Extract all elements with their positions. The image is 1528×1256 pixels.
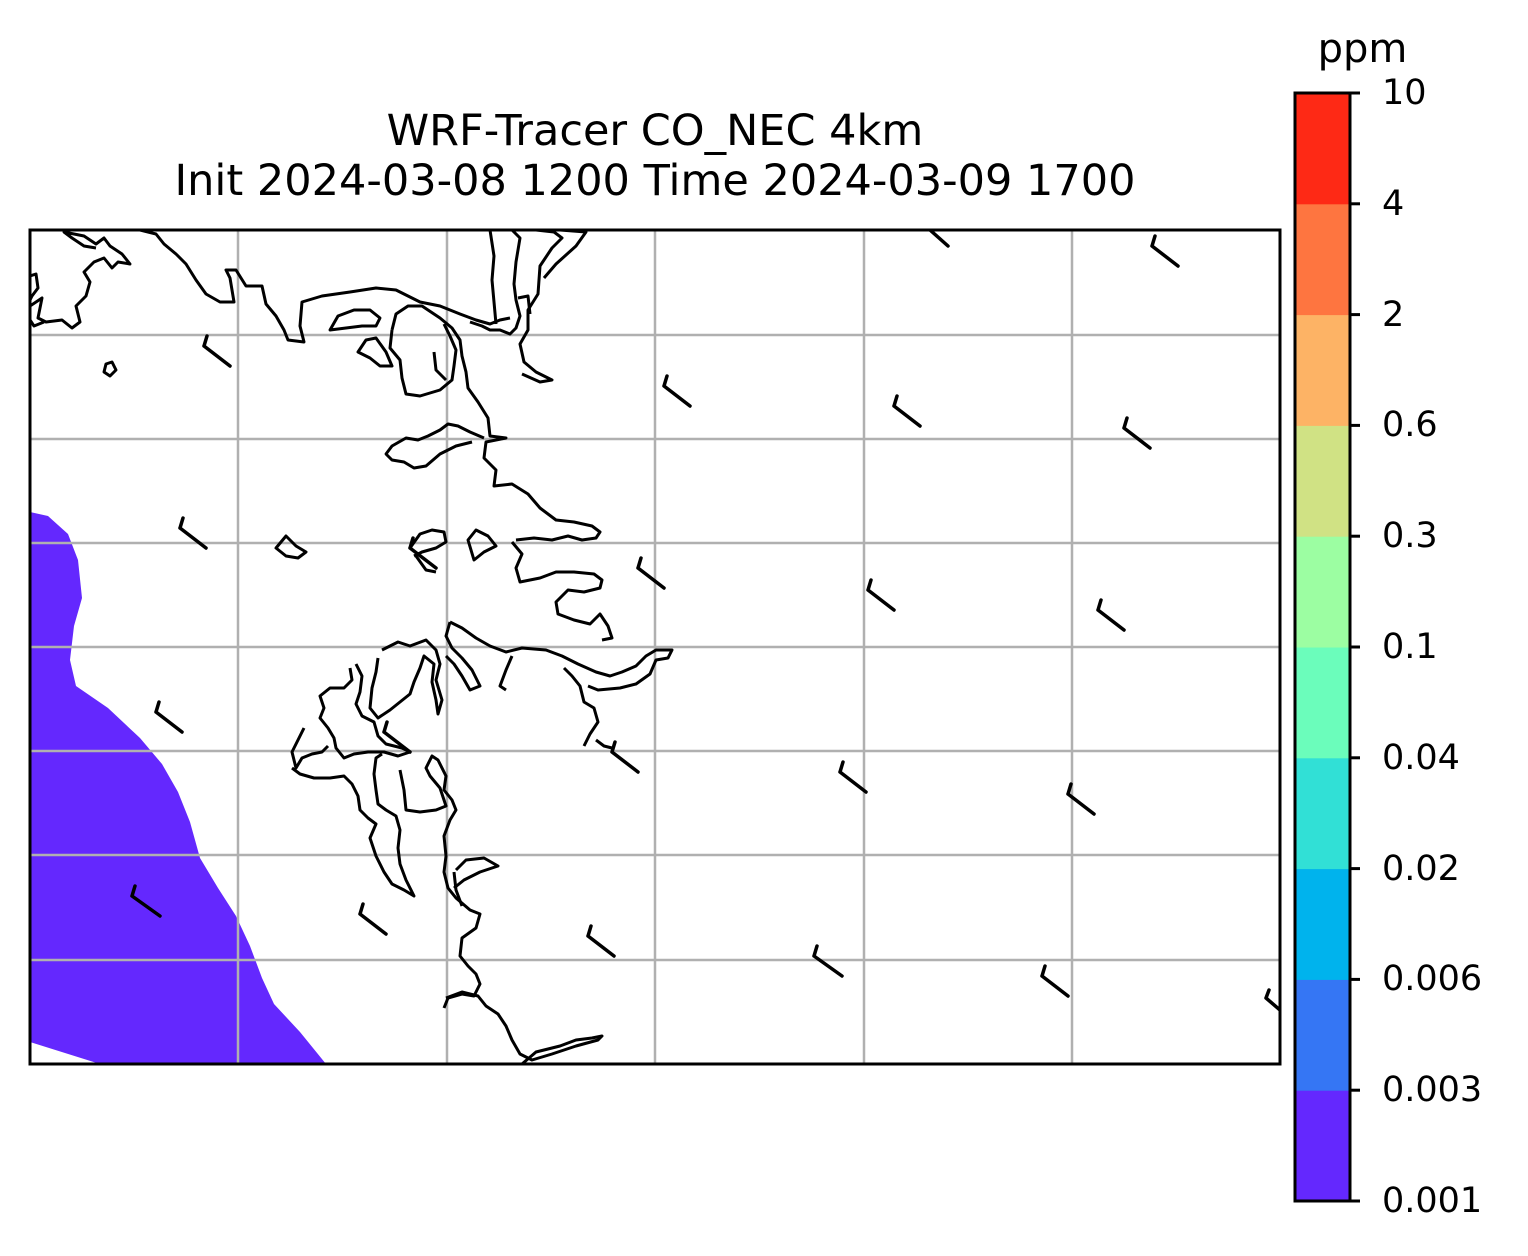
colorbar-band — [1295, 647, 1350, 759]
colorbar-band — [1295, 1090, 1350, 1202]
colorbar-tick-label: 10 — [1382, 73, 1427, 113]
colorbar-band — [1295, 203, 1350, 316]
title-line-2: Init 2024-03-08 1200 Time 2024-03-09 170… — [174, 156, 1136, 206]
wind-barb — [662, 374, 692, 408]
map-gridlines — [30, 230, 1280, 1064]
colorbar-tick-label: 0.3 — [1382, 516, 1438, 557]
wind-barb — [610, 740, 640, 774]
wind-barb — [1150, 234, 1180, 268]
colorbar-tick-label: 2 — [1382, 294, 1405, 335]
colorbar-ticks — [1350, 91, 1360, 1203]
colorbar-band — [1295, 93, 1350, 205]
wind-barb — [408, 536, 438, 570]
wind-barb — [812, 944, 844, 978]
wind-barb — [358, 902, 388, 936]
wind-barb — [866, 578, 896, 612]
title-line-1: WRF-Tracer CO_NEC 4km — [386, 106, 924, 156]
wind-barb — [928, 230, 950, 248]
colorbar-band — [1295, 868, 1350, 980]
wind-barb — [1040, 964, 1070, 998]
colorbar — [1295, 93, 1350, 1202]
colorbar-tick-label: 0.006 — [1382, 959, 1483, 1000]
colorbar-unit-label: ppm — [1317, 26, 1408, 72]
wind-barb — [1122, 416, 1152, 450]
colorbar-tick-label: 0.001 — [1382, 1181, 1483, 1221]
wind-barb — [586, 924, 616, 958]
map-frame — [28, 228, 1282, 1066]
wind-barb — [202, 334, 232, 368]
wind-barb — [1096, 598, 1126, 632]
wind-barb — [636, 556, 666, 590]
colorbar-band — [1295, 536, 1350, 648]
wind-barb — [178, 516, 208, 550]
coastlines — [30, 230, 674, 1064]
wind-barb — [838, 760, 868, 794]
colorbar-tick-label: 0.02 — [1382, 848, 1460, 889]
tracer-concentration-region — [30, 512, 326, 1064]
colorbar-tick-label: 0.04 — [1382, 737, 1460, 778]
colorbar-tick-label: 0.6 — [1382, 405, 1438, 446]
colorbar-tick-label: 4 — [1382, 183, 1405, 224]
wind-barb — [382, 720, 412, 754]
colorbar-band — [1295, 757, 1350, 870]
wind-barb — [892, 394, 922, 428]
wind-barb — [130, 884, 162, 918]
colorbar-tick-label: 0.003 — [1382, 1070, 1483, 1111]
wind-barb — [154, 700, 184, 734]
map-title: WRF-Tracer CO_NEC 4km Init 2024-03-08 12… — [30, 106, 1280, 206]
colorbar-band — [1295, 979, 1350, 1091]
wind-barb — [1264, 988, 1280, 1012]
colorbar-band — [1295, 425, 1350, 537]
wind-barbs — [130, 230, 1280, 1012]
colorbar-band — [1295, 314, 1350, 426]
colorbar-tick-label: 0.1 — [1382, 627, 1438, 667]
wind-barb — [1066, 782, 1096, 816]
